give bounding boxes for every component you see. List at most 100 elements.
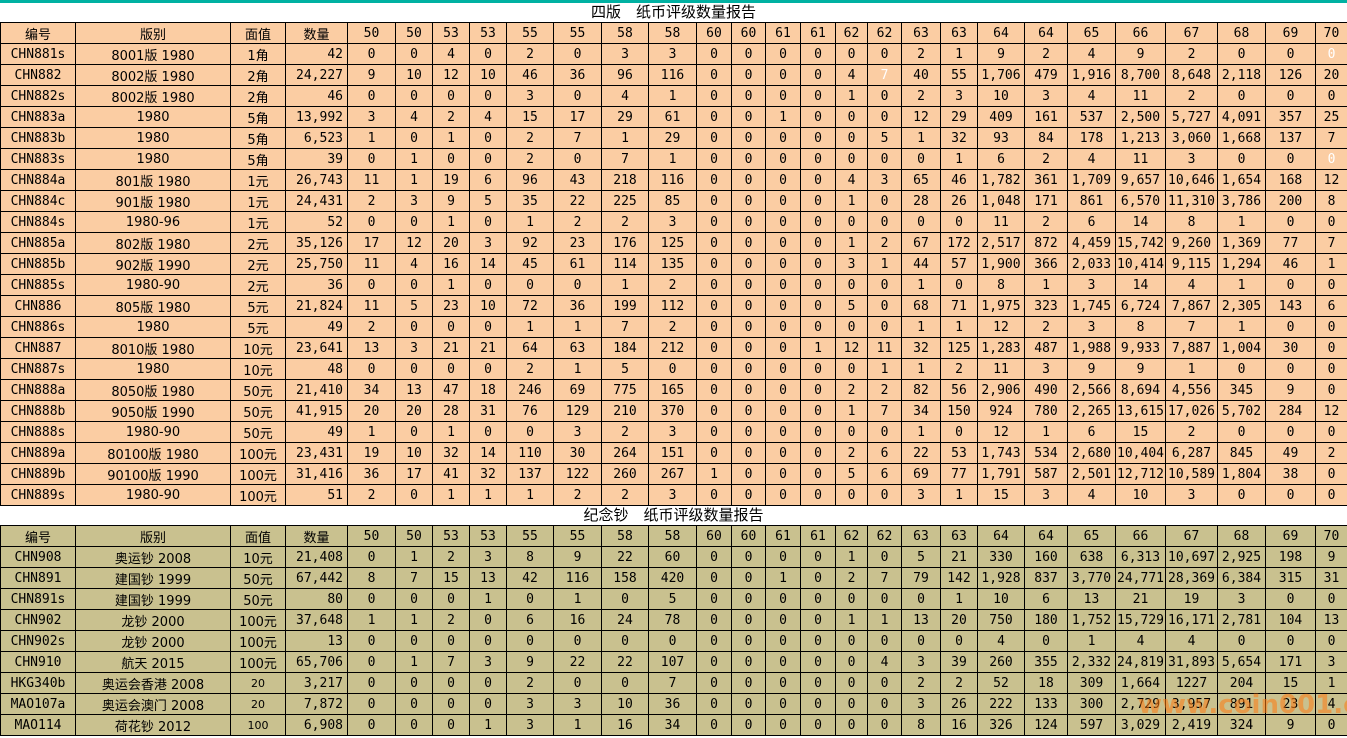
grade-count-cell: 9 bbox=[1115, 43, 1166, 65]
grade-count-cell: 3 bbox=[506, 714, 554, 736]
grade-count-cell: 76 bbox=[506, 400, 554, 422]
grade-count-cell: 7 bbox=[1315, 127, 1347, 149]
denomination-cell: 50元 bbox=[230, 400, 286, 422]
grade-count-cell: 0 bbox=[731, 714, 766, 736]
grade-count-cell: 107 bbox=[648, 651, 697, 673]
grade-count-cell: 0 bbox=[731, 400, 766, 422]
grade-count-cell: 34 bbox=[901, 400, 941, 422]
grade-count-cell: 0 bbox=[765, 148, 801, 170]
grade-count-cell: 0 bbox=[835, 127, 868, 149]
grade-count-cell: 4 bbox=[395, 106, 433, 128]
version-cell: 1980 bbox=[75, 148, 231, 170]
grade-count-cell: 13 bbox=[1315, 609, 1347, 631]
grade-count-cell: 19 bbox=[1165, 588, 1218, 610]
grade-header-cell: 55 bbox=[553, 525, 602, 547]
grade-count-cell: 0 bbox=[432, 358, 470, 380]
grade-count-cell: 171 bbox=[1265, 651, 1316, 673]
grade-header-cell: 55 bbox=[553, 22, 602, 44]
grade-count-cell: 2 bbox=[347, 190, 396, 212]
grade-count-cell: 0 bbox=[765, 609, 801, 631]
grade-count-cell: 0 bbox=[940, 630, 978, 652]
grade-count-cell: 0 bbox=[696, 421, 732, 443]
grade-count-cell: 11 bbox=[347, 169, 396, 191]
grade-header-cell: 64 bbox=[977, 22, 1025, 44]
grade-count-cell: 12 bbox=[1315, 169, 1347, 191]
grade-count-cell: 0 bbox=[347, 358, 396, 380]
grade-count-cell: 198 bbox=[1265, 546, 1316, 568]
catalog-number-cell: MAO114 bbox=[0, 714, 76, 736]
denomination-cell: 2元 bbox=[230, 253, 286, 275]
grade-count-cell: 3 bbox=[506, 85, 554, 107]
grade-count-cell: 1 bbox=[553, 588, 602, 610]
catalog-number-cell: CHN891s bbox=[0, 588, 76, 610]
grade-count-cell: 2,566 bbox=[1067, 379, 1116, 401]
grade-count-cell: 0 bbox=[1315, 337, 1347, 359]
grade-count-cell: 0 bbox=[696, 127, 732, 149]
grade-count-cell: 0 bbox=[1315, 588, 1347, 610]
version-cell: 龙钞 2000 bbox=[75, 630, 231, 652]
grade-count-cell: 1 bbox=[1165, 358, 1218, 380]
grade-count-cell: 3 bbox=[469, 232, 507, 254]
grade-count-cell: 2,419 bbox=[1165, 714, 1218, 736]
version-cell: 9050版 1990 bbox=[75, 400, 231, 422]
grade-count-cell: 1 bbox=[1217, 316, 1266, 338]
grade-count-cell: 6 bbox=[469, 169, 507, 191]
grade-count-cell: 0 bbox=[1265, 484, 1316, 506]
grade-count-cell: 0 bbox=[731, 630, 766, 652]
grade-count-cell: 1 bbox=[601, 274, 649, 296]
catalog-number-cell: CHN888b bbox=[0, 400, 76, 422]
quantity-cell: 51 bbox=[285, 484, 348, 506]
grade-count-cell: 0 bbox=[731, 43, 766, 65]
grade-header-cell: 67 bbox=[1165, 525, 1218, 547]
grade-count-cell: 0 bbox=[765, 651, 801, 673]
grade-count-cell: 1 bbox=[940, 148, 978, 170]
table-row: CHN888a 8050版 1980 50元 21,410 34 13 47 18 246 69 7… bbox=[0, 379, 1347, 401]
grade-count-cell: 3 bbox=[1067, 316, 1116, 338]
grade-count-cell: 0 bbox=[1315, 43, 1347, 65]
grade-count-cell: 0 bbox=[696, 651, 732, 673]
grade-count-cell: 11 bbox=[1115, 85, 1166, 107]
grade-count-cell: 2 bbox=[648, 274, 697, 296]
grade-count-cell: 1,706 bbox=[977, 64, 1025, 86]
quantity-cell: 13 bbox=[285, 630, 348, 652]
grade-count-cell: 345 bbox=[1217, 379, 1266, 401]
grade-count-cell: 0 bbox=[696, 316, 732, 338]
grade-header-cell: 60 bbox=[696, 525, 732, 547]
grade-count-cell: 13 bbox=[901, 609, 941, 631]
grade-header-cell: 50 bbox=[395, 22, 433, 44]
grade-count-cell: 2 bbox=[1165, 421, 1218, 443]
grade-count-cell: 32 bbox=[940, 127, 978, 149]
grade-count-cell: 1 bbox=[395, 169, 433, 191]
table-header: 编号 版别 面值 数量 50 50 53 53 55 55 58 58 60 60 61 61 62 62 63 63… bbox=[0, 22, 1347, 44]
grade-count-cell: 2 bbox=[506, 148, 554, 170]
grade-count-cell: 2,517 bbox=[977, 232, 1025, 254]
grade-count-cell: 0 bbox=[835, 588, 868, 610]
grade-count-cell: 1,004 bbox=[1217, 337, 1266, 359]
grade-header-cell: 66 bbox=[1115, 22, 1166, 44]
grade-count-cell: 1 bbox=[601, 127, 649, 149]
grade-count-cell: 0 bbox=[867, 630, 902, 652]
grade-count-cell: 0 bbox=[432, 85, 470, 107]
grade-count-cell: 2 bbox=[1165, 43, 1218, 65]
grade-count-cell: 0 bbox=[800, 211, 836, 233]
grade-count-cell: 10,697 bbox=[1165, 546, 1218, 568]
grade-count-cell: 0 bbox=[867, 43, 902, 65]
grade-count-cell: 872 bbox=[1024, 232, 1068, 254]
grade-count-cell: 1 bbox=[469, 484, 507, 506]
grade-count-cell: 12 bbox=[1315, 400, 1347, 422]
grade-count-cell: 0 bbox=[395, 358, 433, 380]
grade-count-cell: 96 bbox=[506, 169, 554, 191]
grade-header-cell: 60 bbox=[731, 525, 766, 547]
catalog-number-cell: CHN884a bbox=[0, 169, 76, 191]
grade-count-cell: 28 bbox=[901, 190, 941, 212]
grade-count-cell: 1,975 bbox=[977, 295, 1025, 317]
grade-count-cell: 31 bbox=[469, 400, 507, 422]
quantity-cell: 42 bbox=[285, 43, 348, 65]
grade-count-cell: 15 bbox=[1115, 421, 1166, 443]
catalog-number-cell: CHN883b bbox=[0, 127, 76, 149]
grade-count-cell: 1 bbox=[901, 358, 941, 380]
grade-count-cell: 168 bbox=[1265, 169, 1316, 191]
grade-count-cell: 0 bbox=[765, 211, 801, 233]
grade-count-cell: 14 bbox=[1115, 211, 1166, 233]
grade-count-cell: 0 bbox=[1315, 484, 1347, 506]
